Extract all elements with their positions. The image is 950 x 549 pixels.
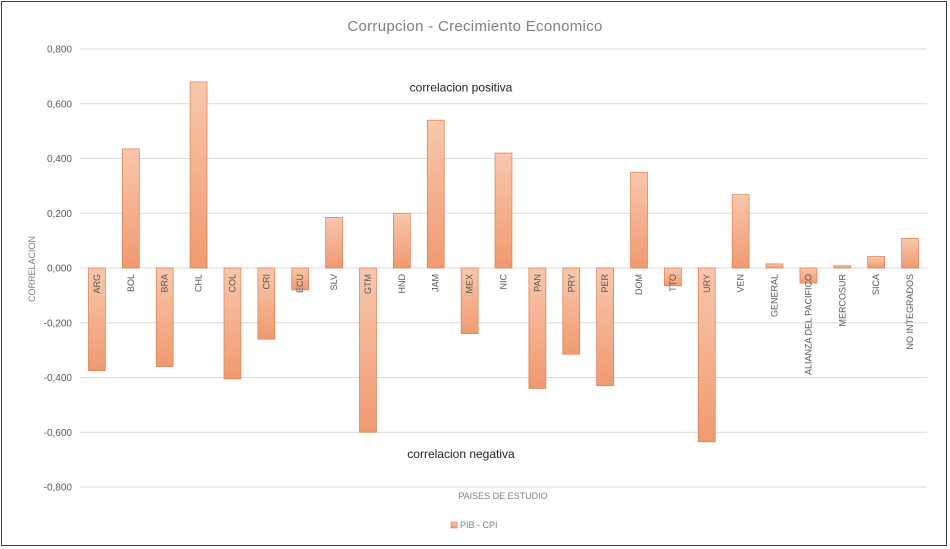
bar-ury [697, 267, 716, 443]
category-label: GENERAL [770, 274, 780, 317]
y-axis-ticks: 0,800 0,600 0,400 0,200 0,000 -0,200 -0,400 -0,… [44, 45, 73, 494]
bars [88, 81, 919, 443]
category-label: ALIANZA DEL PACIFICO [803, 274, 813, 375]
y-tick-label: -0,600 [44, 428, 73, 439]
bar-ecu [291, 267, 310, 291]
y-axis-label: CORRELACION [27, 236, 37, 302]
bar-alianza-del-pacifico [799, 267, 818, 284]
category-labels: ARG BOL BRA CHL COL CRI ECU SLV GTM HND JAM MEX NIC P… [92, 274, 915, 376]
y-tick-label: 0,800 [47, 45, 72, 56]
category-label: MERCOSUR [837, 274, 847, 327]
bar-pry [562, 267, 581, 355]
y-tick-label: 0,200 [47, 209, 72, 220]
y-tick-label: 0,000 [47, 264, 72, 275]
bar-slv [325, 217, 343, 269]
x-axis-label: PAISES DE ESTUDIO [458, 491, 547, 501]
bar-tto [664, 267, 682, 287]
y-tick-label: -0,800 [44, 483, 73, 494]
category-label: SICA [871, 274, 881, 295]
category-label: BRA [160, 274, 170, 293]
bar-chl [189, 81, 208, 269]
category-label: COL [227, 274, 237, 293]
bar-sica [867, 256, 886, 269]
category-label: PRY [566, 274, 576, 292]
bar-bol [121, 148, 140, 269]
bar-cri [257, 267, 276, 340]
legend-swatch [450, 521, 458, 529]
category-label: MEX [465, 274, 475, 294]
bar-dom [630, 171, 648, 269]
category-label: CRI [261, 274, 271, 290]
category-label: TTO [668, 274, 678, 292]
bar-bra [155, 267, 174, 367]
category-label: HND [397, 274, 407, 294]
y-tick-label: -0,400 [44, 373, 73, 384]
bar-col [223, 267, 242, 380]
bar-jam [426, 119, 445, 269]
legend-label: PIB - CPI [460, 520, 498, 530]
category-label: DOM [634, 274, 644, 295]
bar-nic [494, 152, 513, 269]
y-tick-label: 0,400 [47, 154, 72, 165]
category-label: BOL [126, 274, 136, 292]
category-label: PAN [532, 274, 542, 292]
category-label: ARG [92, 274, 102, 294]
category-label: GTM [363, 274, 373, 294]
category-label: JAM [431, 274, 441, 292]
annotation-positive: correlacion positiva [410, 80, 513, 94]
bar-general [765, 263, 784, 269]
category-label: PER [600, 274, 610, 293]
category-label: NO INTEGRADOS [905, 274, 915, 350]
bar-pan [528, 267, 547, 389]
bar-per [596, 267, 614, 387]
category-label: CHL [194, 274, 204, 292]
bar-hnd [393, 212, 411, 269]
chart-title: Corrupcion - Crecimiento Economico [347, 18, 602, 35]
category-label: NIC [499, 274, 509, 290]
bar-gtm [359, 267, 377, 433]
bar-arg [88, 267, 106, 372]
category-label: SLV [329, 274, 339, 290]
bar-mercosur [833, 265, 852, 269]
y-tick-label: -0,200 [44, 318, 73, 329]
category-label: VEN [736, 274, 746, 293]
y-tick-label: 0,600 [47, 99, 72, 110]
bar-no-integrados [901, 238, 919, 269]
category-label: URY [702, 274, 712, 293]
category-label: ECU [295, 274, 305, 293]
bar-mex [460, 267, 479, 335]
annotation-negative: correlacion negativa [407, 447, 515, 461]
legend: PIB - CPI [450, 520, 498, 530]
bar-ven [731, 194, 750, 269]
